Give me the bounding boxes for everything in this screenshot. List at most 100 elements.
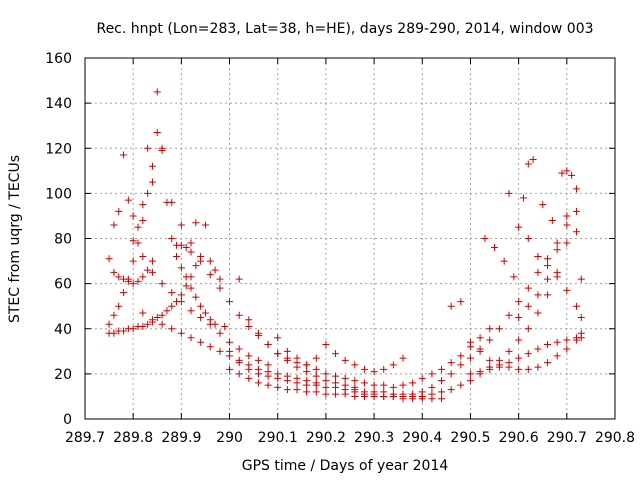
data-point bbox=[129, 280, 137, 288]
data-point bbox=[428, 370, 436, 378]
series-sat-a bbox=[105, 255, 156, 288]
data-point bbox=[447, 302, 455, 310]
data-point bbox=[144, 320, 152, 328]
data-point bbox=[524, 365, 532, 373]
data-point bbox=[466, 338, 474, 346]
data-point bbox=[148, 257, 156, 265]
data-point bbox=[177, 329, 185, 337]
data-point bbox=[187, 248, 195, 256]
data-point bbox=[187, 334, 195, 342]
data-point bbox=[173, 253, 181, 261]
data-point bbox=[553, 239, 561, 247]
data-point bbox=[245, 352, 253, 360]
y-axis-label: STEC from uqrg / TECUs bbox=[7, 155, 23, 323]
data-point bbox=[577, 313, 585, 321]
data-point bbox=[491, 244, 499, 252]
grid-lines bbox=[85, 58, 615, 419]
series-sat-e bbox=[129, 237, 272, 369]
data-point bbox=[245, 365, 253, 373]
x-tick-label: 290.7 bbox=[547, 430, 587, 446]
data-point bbox=[153, 128, 161, 136]
y-tick-label: 100 bbox=[45, 186, 72, 202]
data-point bbox=[226, 365, 234, 373]
data-point bbox=[572, 185, 580, 193]
x-tick-label: 290 bbox=[216, 430, 243, 446]
data-point bbox=[293, 386, 301, 394]
data-point bbox=[312, 372, 320, 380]
data-point bbox=[524, 235, 532, 242]
x-tick-label: 290.3 bbox=[354, 430, 394, 446]
data-point bbox=[226, 298, 234, 306]
data-point bbox=[505, 311, 513, 319]
data-point bbox=[293, 379, 301, 387]
data-point bbox=[370, 381, 378, 389]
data-point bbox=[235, 275, 243, 283]
data-point bbox=[312, 388, 320, 396]
data-point bbox=[389, 361, 397, 369]
data-point bbox=[120, 327, 128, 335]
data-point bbox=[206, 343, 214, 351]
series-sat-c bbox=[105, 128, 219, 328]
data-point bbox=[332, 390, 340, 398]
data-point bbox=[563, 345, 571, 353]
data-point bbox=[115, 302, 123, 310]
data-point bbox=[399, 392, 407, 400]
y-tick-label: 120 bbox=[45, 141, 72, 157]
data-point bbox=[548, 216, 556, 224]
data-point bbox=[351, 361, 359, 369]
data-point bbox=[481, 235, 489, 242]
data-point bbox=[139, 201, 147, 209]
data-point bbox=[389, 392, 397, 400]
data-point bbox=[447, 370, 455, 378]
series-sat-p bbox=[466, 334, 585, 378]
data-point bbox=[447, 359, 455, 367]
x-tick-label: 289.8 bbox=[113, 430, 153, 446]
data-point bbox=[553, 246, 561, 254]
data-point bbox=[515, 336, 523, 344]
data-point bbox=[293, 354, 301, 362]
data-point bbox=[524, 302, 532, 310]
data-point bbox=[115, 273, 123, 281]
y-tick-label: 0 bbox=[63, 412, 72, 428]
data-point bbox=[466, 354, 474, 362]
data-point bbox=[264, 341, 272, 349]
data-point bbox=[500, 257, 508, 265]
data-point bbox=[206, 257, 214, 265]
data-point bbox=[264, 372, 272, 380]
data-point bbox=[168, 289, 176, 297]
data-point bbox=[120, 151, 128, 159]
data-point bbox=[274, 334, 282, 342]
data-point bbox=[515, 365, 523, 373]
data-point bbox=[226, 347, 234, 355]
data-point bbox=[201, 309, 209, 317]
data-point bbox=[192, 219, 200, 227]
data-point bbox=[466, 377, 474, 385]
data-point bbox=[563, 336, 571, 344]
data-point bbox=[211, 266, 219, 274]
series-sat-o bbox=[447, 298, 585, 373]
data-point bbox=[341, 374, 349, 382]
data-point bbox=[418, 374, 426, 382]
x-tick-label: 290.1 bbox=[258, 430, 298, 446]
data-point bbox=[322, 370, 330, 378]
data-point bbox=[457, 381, 465, 389]
series-sat-i bbox=[221, 322, 426, 400]
data-point bbox=[274, 350, 282, 358]
data-point bbox=[192, 293, 200, 301]
data-point bbox=[486, 356, 494, 364]
data-point bbox=[158, 280, 166, 288]
data-point bbox=[139, 309, 147, 317]
y-tick-label: 140 bbox=[45, 96, 72, 112]
data-point bbox=[515, 313, 523, 321]
data-point bbox=[351, 377, 359, 385]
data-point bbox=[572, 207, 580, 215]
data-point bbox=[235, 311, 243, 319]
data-point bbox=[332, 350, 340, 358]
data-point bbox=[283, 347, 291, 355]
data-point bbox=[312, 381, 320, 389]
x-tick-label: 289.7 bbox=[65, 430, 105, 446]
data-point bbox=[428, 383, 436, 391]
data-point bbox=[254, 379, 262, 387]
data-point bbox=[322, 377, 330, 385]
data-point bbox=[341, 390, 349, 398]
